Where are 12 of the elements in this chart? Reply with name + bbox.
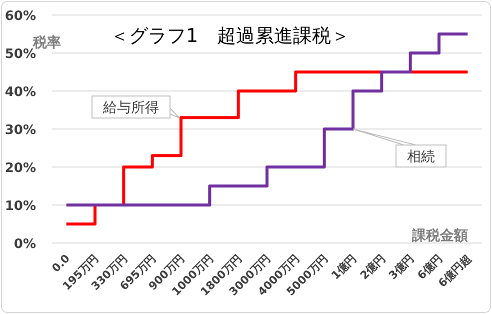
y-tick-label: 0% [14,237,36,252]
x-tick-label: 3億円 [386,252,416,282]
y-tick-label: 30% [4,123,36,138]
y-tick-label: 10% [4,199,36,214]
x-tick-label: 1億円 [328,252,360,282]
x-axis-title: 課税金額 [411,227,468,244]
x-tick-label: 2億円 [358,252,388,282]
series-label: 給与所得 [102,100,159,116]
text: ＜グラフ1 超過累進課税＞ [110,25,350,47]
y-tick-label: 40% [4,85,36,100]
y-tick-label: 20% [4,161,36,176]
y-tick-label: 60% [4,9,36,24]
